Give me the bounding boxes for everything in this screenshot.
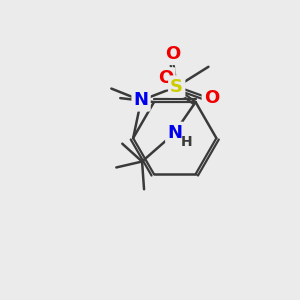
- Text: N: N: [167, 124, 182, 142]
- Text: O: O: [158, 69, 173, 87]
- Text: O: O: [204, 89, 219, 107]
- Text: H: H: [181, 135, 193, 149]
- Text: S: S: [170, 78, 183, 96]
- Text: N: N: [134, 92, 148, 110]
- Text: O: O: [165, 45, 180, 63]
